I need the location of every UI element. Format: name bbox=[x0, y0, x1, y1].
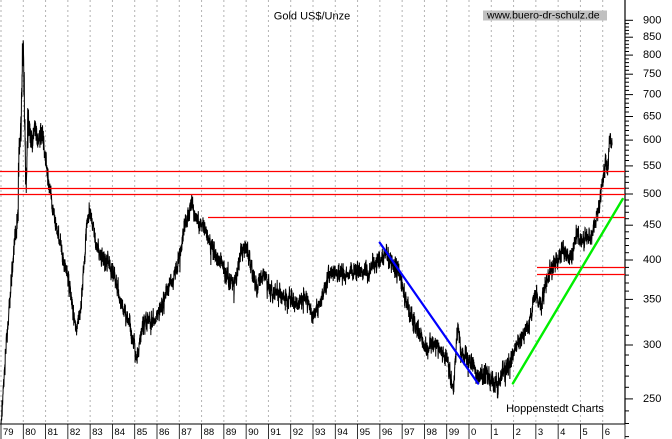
svg-text:3: 3 bbox=[538, 427, 543, 438]
svg-text:92: 92 bbox=[293, 427, 304, 438]
svg-text:90: 90 bbox=[248, 427, 259, 438]
svg-text:500: 500 bbox=[643, 188, 661, 200]
svg-text:Hoppenstedt Charts: Hoppenstedt Charts bbox=[506, 403, 604, 415]
svg-text:94: 94 bbox=[337, 427, 348, 438]
svg-text:91: 91 bbox=[270, 427, 281, 438]
svg-text:www.buero-dr-schulz.de: www.buero-dr-schulz.de bbox=[486, 10, 600, 22]
svg-text:300: 300 bbox=[643, 339, 661, 351]
svg-text:450: 450 bbox=[643, 219, 661, 231]
svg-text:88: 88 bbox=[204, 427, 215, 438]
svg-text:700: 700 bbox=[643, 89, 661, 101]
svg-text:Gold US$/Unze: Gold US$/Unze bbox=[274, 11, 350, 23]
svg-text:81: 81 bbox=[48, 427, 59, 438]
svg-text:98: 98 bbox=[426, 427, 437, 438]
svg-text:85: 85 bbox=[137, 427, 148, 438]
svg-text:96: 96 bbox=[382, 427, 393, 438]
svg-text:400: 400 bbox=[643, 254, 661, 266]
svg-text:86: 86 bbox=[159, 427, 170, 438]
svg-text:250: 250 bbox=[643, 393, 661, 405]
svg-text:89: 89 bbox=[226, 427, 237, 438]
svg-text:84: 84 bbox=[114, 427, 125, 438]
svg-text:80: 80 bbox=[25, 427, 36, 438]
svg-text:2: 2 bbox=[516, 427, 521, 438]
svg-text:650: 650 bbox=[643, 111, 661, 123]
svg-text:0: 0 bbox=[471, 427, 476, 438]
svg-text:97: 97 bbox=[404, 427, 415, 438]
svg-text:1: 1 bbox=[493, 427, 498, 438]
svg-text:83: 83 bbox=[92, 427, 103, 438]
svg-text:87: 87 bbox=[181, 427, 192, 438]
svg-text:350: 350 bbox=[643, 293, 661, 305]
svg-text:800: 800 bbox=[643, 49, 661, 61]
svg-text:550: 550 bbox=[643, 160, 661, 172]
svg-text:79: 79 bbox=[3, 427, 14, 438]
svg-text:750: 750 bbox=[643, 68, 661, 80]
svg-text:4: 4 bbox=[560, 427, 565, 438]
svg-text:850: 850 bbox=[643, 31, 661, 43]
svg-text:95: 95 bbox=[360, 427, 371, 438]
svg-text:6: 6 bbox=[605, 427, 610, 438]
svg-text:93: 93 bbox=[315, 427, 326, 438]
svg-text:99: 99 bbox=[449, 427, 460, 438]
svg-text:600: 600 bbox=[643, 134, 661, 146]
svg-text:900: 900 bbox=[643, 14, 661, 26]
svg-text:5: 5 bbox=[582, 427, 587, 438]
svg-text:82: 82 bbox=[70, 427, 81, 438]
